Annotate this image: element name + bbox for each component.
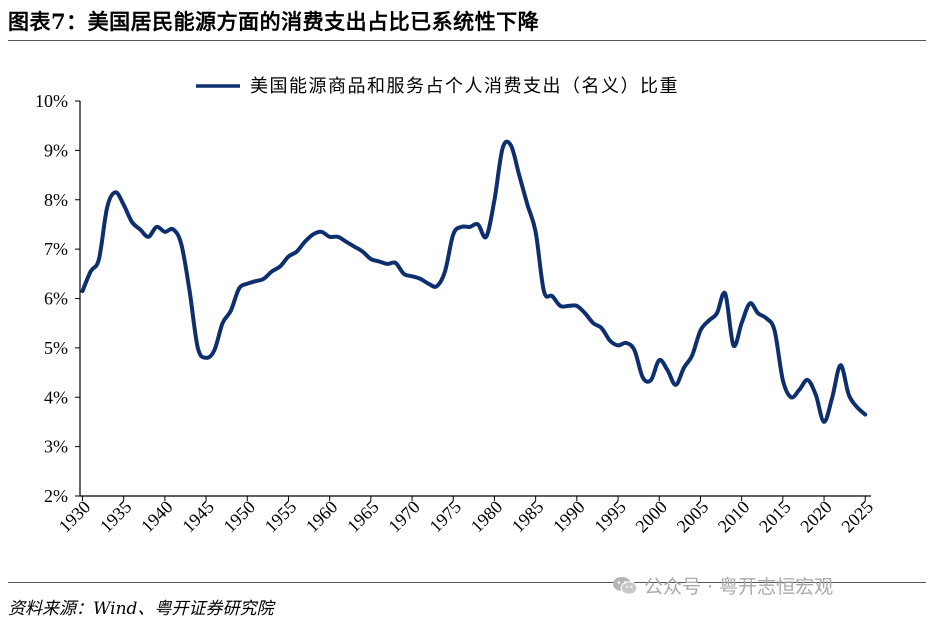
x-tick-label: 2000: [631, 497, 671, 537]
x-tick-label: 2010: [714, 497, 754, 537]
y-tick-label: 2%: [44, 486, 68, 506]
x-tick-label: 1950: [219, 497, 259, 537]
watermark: 公众号 · 粤开志恒宏观: [612, 572, 833, 599]
y-tick-label: 4%: [44, 387, 68, 407]
y-tick-label: 8%: [44, 190, 68, 210]
y-tick-label: 5%: [44, 338, 68, 358]
x-tick-label: 1975: [425, 497, 465, 537]
axes: [79, 101, 871, 497]
x-tick-label: 1960: [302, 497, 342, 537]
wechat-icon: [613, 577, 638, 595]
legend-label: 美国能源商品和服务占个人消费支出（名义）比重: [250, 76, 679, 97]
x-tick-label: 1955: [261, 497, 301, 537]
x-tick-label: 1965: [343, 497, 383, 537]
x-tick-label: 1945: [178, 497, 218, 537]
x-tick-label: 2005: [673, 497, 713, 537]
legend: 美国能源商品和服务占个人消费支出（名义）比重: [196, 76, 679, 97]
x-tick-label: 1985: [508, 497, 548, 537]
y-axis-ticks: 2% 3% 4% 5% 6% 7% 8% 9% 10%: [35, 91, 80, 506]
y-tick-label: 6%: [44, 289, 68, 309]
footer-divider: [8, 582, 926, 583]
x-tick-label: 1940: [137, 497, 177, 537]
header-divider: [8, 40, 926, 41]
x-axis-ticks: 1930 1935 1940 1945 1950 1955 1960 1965 1970 1975…: [55, 496, 877, 536]
x-tick-label: 1935: [96, 497, 136, 537]
series-line: [80, 139, 868, 424]
x-tick-label: 2025: [837, 497, 877, 537]
watermark-text: 公众号 · 粤开志恒宏观: [644, 576, 834, 598]
y-tick-label: 9%: [44, 140, 68, 160]
x-tick-label: 2020: [796, 497, 836, 537]
y-tick-label: 10%: [35, 91, 68, 111]
x-tick-label: 1970: [384, 497, 424, 537]
x-tick-label: 1995: [590, 497, 630, 537]
x-tick-label: 1990: [549, 497, 589, 537]
source-note: 资料来源：Wind、粤开证券研究院: [8, 599, 274, 619]
x-tick-label: 2015: [755, 497, 795, 537]
page-title: 图表7：美国居民能源方面的消费支出占比已系统性下降: [8, 9, 540, 34]
y-tick-label: 7%: [44, 239, 68, 259]
x-tick-label: 1980: [467, 497, 507, 537]
y-tick-label: 3%: [44, 437, 68, 457]
